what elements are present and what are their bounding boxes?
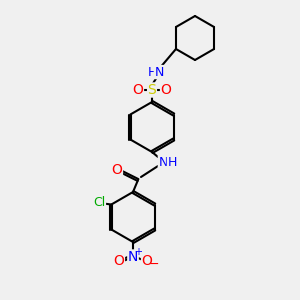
Text: N: N (158, 155, 168, 169)
Text: −: − (149, 257, 159, 271)
Text: S: S (148, 83, 156, 97)
Text: O: O (112, 163, 122, 177)
Text: H: H (167, 155, 177, 169)
Text: N: N (154, 65, 164, 79)
Text: Cl: Cl (93, 196, 106, 209)
Text: O: O (133, 83, 143, 97)
Text: N: N (128, 250, 138, 264)
Text: O: O (142, 254, 152, 268)
Text: O: O (160, 83, 171, 97)
Text: +: + (134, 247, 142, 257)
Text: H: H (147, 65, 157, 79)
Text: O: O (114, 254, 124, 268)
